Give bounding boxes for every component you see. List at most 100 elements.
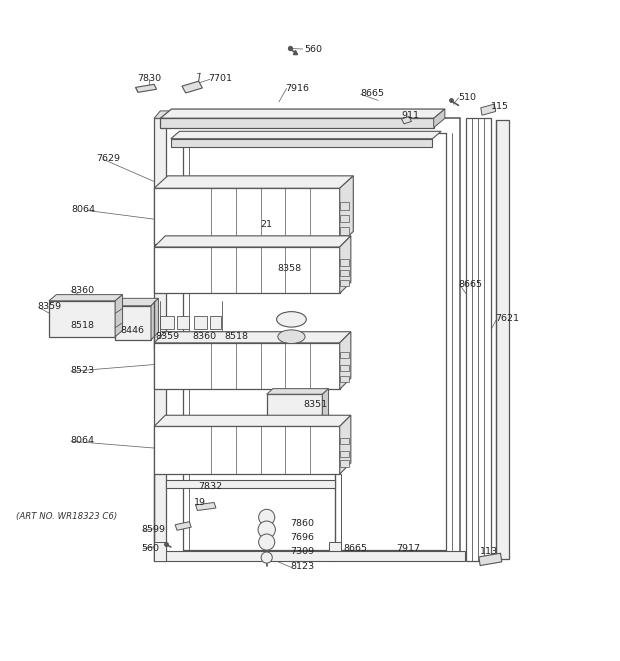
Bar	[154, 542, 167, 561]
Text: (ART NO. WR18323 C6): (ART NO. WR18323 C6)	[16, 512, 117, 521]
Bar	[161, 316, 174, 329]
Circle shape	[259, 534, 275, 550]
Bar	[167, 480, 335, 488]
Polygon shape	[402, 116, 412, 124]
Text: 115: 115	[490, 102, 508, 111]
Bar	[340, 352, 349, 358]
Bar	[340, 227, 349, 235]
Text: 7309: 7309	[290, 547, 314, 557]
Polygon shape	[175, 522, 191, 530]
Bar	[466, 118, 490, 561]
Text: 8351: 8351	[304, 400, 328, 408]
Polygon shape	[151, 298, 159, 340]
Polygon shape	[434, 109, 445, 128]
Polygon shape	[340, 332, 351, 389]
Text: 8358: 8358	[278, 264, 302, 273]
Text: 8446: 8446	[120, 326, 144, 335]
Bar	[340, 259, 349, 266]
Bar	[154, 247, 340, 293]
Polygon shape	[161, 109, 445, 118]
Bar	[193, 330, 207, 343]
Bar	[154, 343, 340, 389]
Polygon shape	[154, 236, 351, 247]
Bar	[49, 301, 115, 336]
Bar	[329, 542, 341, 561]
Text: 7860: 7860	[290, 519, 314, 528]
Text: 8064: 8064	[72, 206, 96, 214]
Text: 7696: 7696	[290, 533, 314, 542]
Bar	[495, 120, 509, 559]
Bar	[340, 280, 349, 286]
Circle shape	[259, 509, 275, 525]
Text: 7917: 7917	[397, 544, 420, 553]
Polygon shape	[154, 111, 172, 118]
Text: 560: 560	[142, 544, 160, 553]
Bar	[340, 451, 349, 457]
Text: 8665: 8665	[458, 280, 482, 289]
Bar	[167, 551, 464, 561]
Text: 21: 21	[260, 219, 273, 229]
Polygon shape	[49, 295, 123, 301]
Circle shape	[258, 521, 275, 538]
Polygon shape	[480, 104, 495, 115]
Bar	[340, 270, 349, 276]
Bar	[340, 215, 349, 222]
Text: 8123: 8123	[290, 563, 314, 571]
Polygon shape	[154, 332, 351, 343]
Polygon shape	[322, 389, 329, 424]
Bar	[193, 316, 207, 329]
Polygon shape	[154, 176, 353, 188]
Bar	[177, 316, 189, 329]
Text: 8665: 8665	[361, 89, 385, 98]
Text: 8665: 8665	[343, 544, 368, 553]
Polygon shape	[136, 85, 157, 93]
Bar	[154, 426, 340, 474]
Bar	[167, 118, 460, 561]
Polygon shape	[340, 176, 353, 244]
Polygon shape	[340, 415, 351, 474]
Polygon shape	[115, 295, 123, 336]
Text: 8359: 8359	[156, 332, 179, 341]
Bar	[267, 394, 322, 424]
Text: 7621: 7621	[495, 313, 520, 323]
Text: 7701: 7701	[208, 74, 232, 83]
Bar	[340, 364, 349, 371]
Text: 7832: 7832	[198, 482, 223, 491]
Text: 8064: 8064	[71, 436, 95, 445]
Text: 8360: 8360	[192, 332, 216, 341]
Bar	[340, 461, 349, 467]
Text: 19: 19	[193, 498, 206, 507]
Bar	[154, 118, 167, 561]
Polygon shape	[154, 415, 351, 426]
Bar	[340, 375, 349, 382]
Polygon shape	[182, 81, 202, 93]
Bar	[340, 438, 349, 444]
Text: 8518: 8518	[224, 332, 249, 341]
Polygon shape	[115, 298, 159, 306]
Bar	[177, 330, 189, 343]
Text: 8523: 8523	[71, 366, 95, 375]
Polygon shape	[267, 389, 329, 394]
Bar	[210, 330, 221, 343]
Text: 7629: 7629	[97, 154, 120, 163]
Text: 8599: 8599	[142, 525, 166, 534]
Polygon shape	[195, 502, 216, 510]
Bar	[161, 118, 434, 128]
Polygon shape	[171, 132, 441, 139]
Polygon shape	[340, 236, 351, 293]
Text: 8360: 8360	[71, 286, 95, 295]
Polygon shape	[479, 553, 502, 566]
Circle shape	[261, 552, 272, 563]
Text: 8359: 8359	[38, 303, 62, 311]
Text: 7916: 7916	[285, 83, 309, 93]
Text: 113: 113	[480, 547, 498, 557]
Bar	[210, 316, 221, 329]
Bar	[154, 188, 340, 244]
Bar	[115, 306, 151, 340]
Text: 560: 560	[304, 44, 322, 54]
Text: 510: 510	[458, 93, 476, 102]
Bar	[171, 139, 433, 147]
Text: 7830: 7830	[137, 73, 161, 83]
Text: eReplacementParts.com: eReplacementParts.com	[242, 332, 378, 342]
Ellipse shape	[278, 330, 305, 344]
